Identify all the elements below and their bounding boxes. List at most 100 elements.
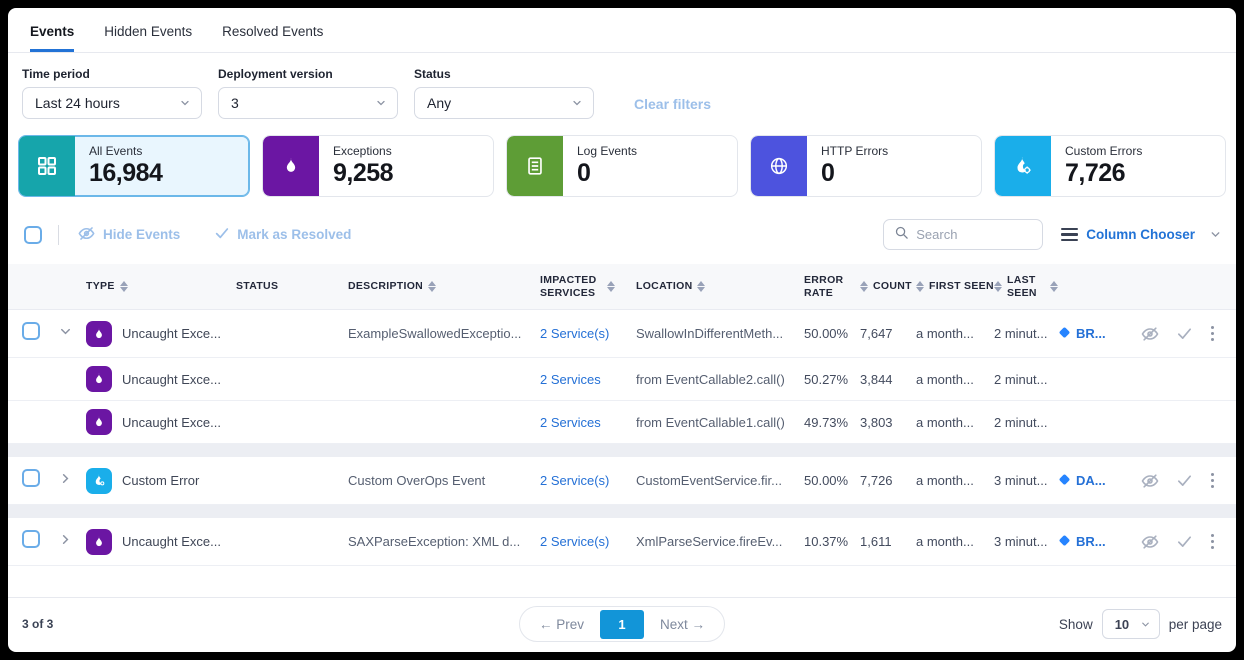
row-menu-icon[interactable]: [1209, 532, 1217, 552]
deployment-version-select[interactable]: 3: [218, 87, 398, 119]
first-seen: a month...: [916, 326, 974, 341]
sort-icon[interactable]: [1050, 281, 1058, 292]
table-footer: 3 of 3 ← Prev 1 Next → Show 10 per page: [8, 597, 1236, 652]
row-group-separator: [8, 444, 1236, 457]
search-box: [883, 219, 1044, 250]
all-events-card[interactable]: All Events 16,984: [18, 135, 250, 197]
log-events-card[interactable]: Log Events 0: [506, 135, 738, 197]
header-last-seen[interactable]: LAST SEEN: [994, 274, 1058, 299]
sort-icon[interactable]: [428, 281, 437, 292]
exceptions-card[interactable]: Exceptions 9,258: [262, 135, 494, 197]
check-icon: [214, 225, 230, 244]
chevron-down-icon: [179, 97, 191, 109]
mark-resolved-button[interactable]: Mark as Resolved: [214, 225, 351, 244]
chevron-right-icon[interactable]: [58, 471, 73, 486]
exception-flame-icon: [86, 409, 112, 435]
hide-event-icon[interactable]: [1140, 532, 1160, 552]
time-period-filter: Time period Last 24 hours: [22, 67, 202, 119]
card-value: 9,258: [333, 159, 394, 187]
table-subrow[interactable]: Uncaught Exce... 2 Services from EventCa…: [8, 358, 1236, 401]
first-seen: a month...: [916, 414, 974, 430]
chevron-right-icon[interactable]: [58, 532, 73, 547]
column-chooser-button[interactable]: Column Chooser: [1061, 227, 1222, 242]
jira-ticket-link[interactable]: BR...: [1058, 326, 1118, 342]
deployment-version-label: Deployment version: [218, 67, 333, 81]
sort-icon[interactable]: [860, 281, 868, 292]
deployment-version-filter: Deployment version 3: [218, 67, 398, 119]
row-menu-icon[interactable]: [1209, 471, 1217, 491]
current-page-button[interactable]: 1: [600, 609, 644, 639]
sort-icon[interactable]: [697, 281, 706, 292]
error-rate: 50.00%: [804, 326, 849, 341]
table-row[interactable]: Uncaught Exce... SAXParseException: XML …: [8, 518, 1236, 566]
hamburger-icon: [1061, 227, 1079, 242]
row-checkbox[interactable]: [22, 469, 40, 487]
header-status[interactable]: STATUS: [236, 280, 279, 293]
row-group-separator: [8, 505, 1236, 518]
per-page-label: per page: [1168, 616, 1222, 632]
page-size-select[interactable]: 10: [1101, 609, 1160, 639]
row-checkbox[interactable]: [22, 530, 40, 548]
resolve-event-icon[interactable]: [1176, 325, 1193, 342]
header-description[interactable]: DESCRIPTION: [348, 280, 540, 293]
sort-icon[interactable]: [994, 281, 1002, 292]
page-size-value: 10: [1114, 616, 1130, 632]
jira-ticket-link[interactable]: DA...: [1058, 473, 1118, 489]
impacted-services-link[interactable]: 2 Service(s): [540, 534, 610, 549]
exception-flame-icon: [86, 528, 112, 555]
jira-ticket-link[interactable]: BR...: [1058, 534, 1118, 550]
search-input[interactable]: [916, 227, 1033, 242]
event-location: XmlParseService.fireEv...: [636, 534, 783, 549]
impacted-services-link[interactable]: 2 Service(s): [540, 473, 610, 488]
jira-diamond-icon: [1058, 473, 1071, 489]
resolve-event-icon[interactable]: [1176, 533, 1193, 550]
event-count: 7,647: [860, 326, 893, 341]
table-toolbar: Hide Events Mark as Resolved Column Choo…: [8, 197, 1236, 264]
event-location: CustomEventService.fir...: [636, 473, 782, 488]
custom-errors-card[interactable]: Custom Errors 7,726: [994, 135, 1226, 197]
events-table: TYPE STATUS DESCRIPTION IMPACTED SERVICE…: [8, 264, 1236, 566]
header-location[interactable]: LOCATION: [636, 280, 804, 293]
impacted-services-link[interactable]: 2 Services: [540, 371, 601, 387]
error-rate: 50.27%: [804, 371, 849, 387]
mark-resolved-label: Mark as Resolved: [237, 227, 352, 242]
next-page-button[interactable]: Next →: [660, 616, 706, 632]
table-row[interactable]: Uncaught Exce... ExampleSwallowedExcepti…: [8, 310, 1236, 358]
row-checkbox[interactable]: [22, 322, 40, 340]
tab-resolved-events[interactable]: Resolved Events: [222, 24, 324, 39]
grid-icon: [19, 136, 75, 196]
sort-icon[interactable]: [916, 281, 924, 292]
time-period-select[interactable]: Last 24 hours: [22, 87, 202, 119]
table-subrow[interactable]: Uncaught Exce... 2 Services from EventCa…: [8, 401, 1236, 444]
hide-events-button[interactable]: Hide Events: [77, 224, 180, 246]
header-first-seen[interactable]: FIRST SEEN: [916, 280, 994, 293]
hide-event-icon[interactable]: [1140, 471, 1160, 491]
table-row[interactable]: Custom Error Custom OverOps Event 2 Serv…: [8, 457, 1236, 505]
header-impacted-services[interactable]: IMPACTED SERVICES: [540, 274, 636, 299]
event-location: from EventCallable1.call(): [636, 414, 785, 430]
chevron-down-icon[interactable]: [58, 324, 73, 339]
status-select[interactable]: Any: [414, 87, 594, 119]
row-menu-icon[interactable]: [1209, 324, 1217, 344]
custom-error-icon: [86, 467, 112, 494]
stat-cards: All Events 16,984 Exceptions 9,258 Log E…: [8, 119, 1236, 197]
status-label: Status: [414, 67, 451, 81]
hide-event-icon[interactable]: [1140, 324, 1160, 344]
resolve-event-icon[interactable]: [1176, 472, 1193, 489]
last-seen: 2 minut...: [994, 414, 1048, 430]
impacted-services-link[interactable]: 2 Service(s): [540, 326, 610, 341]
tab-events[interactable]: Events: [30, 20, 75, 52]
select-all-checkbox[interactable]: [24, 225, 42, 244]
tab-hidden-events[interactable]: Hidden Events: [104, 24, 193, 39]
clear-filters-button[interactable]: Clear filters: [634, 96, 712, 112]
sort-icon[interactable]: [119, 281, 128, 292]
impacted-services-link[interactable]: 2 Services: [540, 414, 601, 430]
prev-page-button[interactable]: ← Prev: [538, 616, 584, 632]
header-type[interactable]: TYPE: [86, 280, 236, 293]
http-errors-card[interactable]: HTTP Errors 0: [750, 135, 982, 197]
card-value: 0: [821, 159, 835, 187]
sort-icon[interactable]: [607, 281, 615, 292]
header-error-rate[interactable]: ERROR RATE: [804, 273, 844, 299]
header-count[interactable]: COUNT: [860, 280, 916, 293]
